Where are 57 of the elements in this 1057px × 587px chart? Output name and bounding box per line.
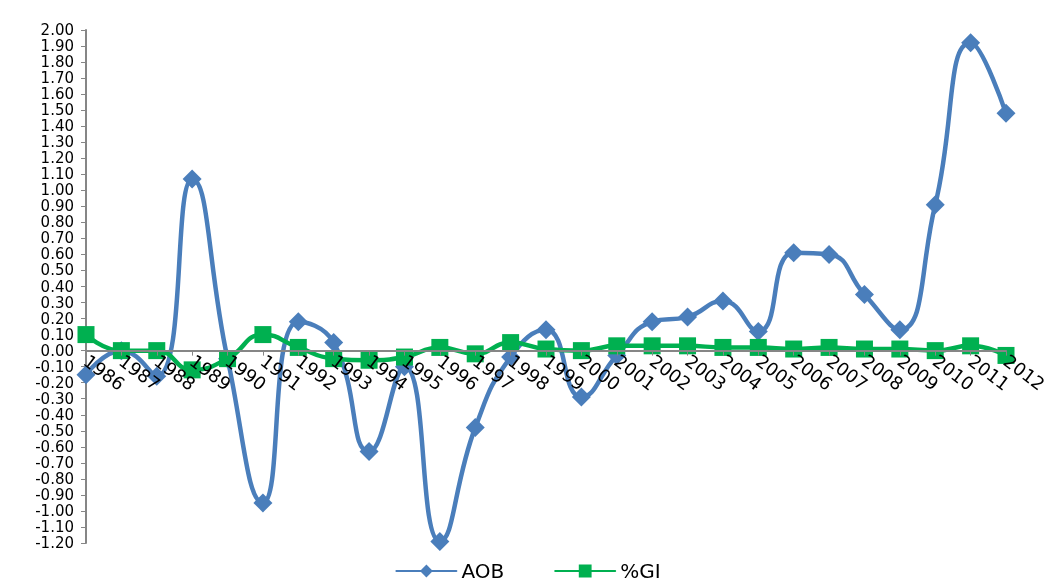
y-tick-label: 1.30 [40, 133, 74, 152]
y-tick-label: 2.00 [40, 21, 74, 39]
point [748, 321, 768, 341]
y-tick-label: 0.10 [40, 325, 74, 344]
point [536, 320, 556, 340]
y-tick-label: 0.60 [40, 245, 74, 264]
legend-label: %GI [620, 559, 661, 583]
point [961, 33, 981, 53]
point [288, 312, 308, 332]
y-tick-label: -0.80 [35, 469, 74, 488]
y-tick-label: -0.40 [35, 405, 74, 424]
y-tick-label: 1.70 [40, 69, 74, 88]
y-tick-label: -0.10 [35, 357, 74, 376]
y-tick-label: 0.20 [40, 309, 74, 328]
point [784, 243, 804, 263]
y-tick-label: 1.40 [40, 117, 74, 136]
point [430, 531, 450, 551]
y-tick-label: -1.20 [35, 534, 74, 552]
point [359, 442, 379, 462]
point [642, 312, 662, 332]
point [713, 291, 733, 311]
y-tick-label: 0.00 [40, 341, 74, 360]
point [854, 285, 874, 305]
point [890, 320, 910, 340]
point [678, 307, 698, 327]
point [182, 169, 202, 189]
point [465, 418, 485, 438]
y-tick-label: -0.90 [35, 485, 74, 504]
y-tick-label: 0.30 [40, 293, 74, 312]
y-tick-label: 0.50 [40, 261, 74, 280]
y-tick-label: 1.10 [40, 165, 74, 184]
legend-label: AOB [461, 559, 505, 583]
y-tick-label: 0.70 [40, 229, 74, 248]
y-tick-label: -0.30 [35, 389, 74, 408]
y-tick-label: -0.50 [35, 421, 74, 440]
y-tick-label: 1.60 [40, 85, 74, 104]
point [925, 195, 945, 215]
y-tick-label: -0.60 [35, 437, 74, 456]
y-tick-label: 1.80 [40, 53, 74, 72]
point [77, 326, 95, 344]
y-tick-label: 0.80 [40, 213, 74, 232]
y-tick-label: -0.70 [35, 453, 74, 472]
y-tick-label: -1.00 [35, 501, 74, 520]
point [996, 103, 1016, 123]
y-tick-label: 1.20 [40, 149, 74, 168]
point [324, 333, 344, 353]
y-tick-label: 1.00 [40, 181, 74, 200]
point [502, 334, 520, 352]
point [254, 326, 272, 344]
y-tick-label: -0.20 [35, 373, 74, 392]
y-tick-label: 0.40 [40, 277, 74, 296]
point [819, 244, 839, 264]
y-tick-label: 1.50 [40, 101, 74, 120]
point [253, 493, 273, 513]
y-tick-label: 0.90 [40, 197, 74, 216]
y-tick-label: 1.90 [40, 37, 74, 56]
y-tick-label: -1.10 [35, 517, 74, 536]
